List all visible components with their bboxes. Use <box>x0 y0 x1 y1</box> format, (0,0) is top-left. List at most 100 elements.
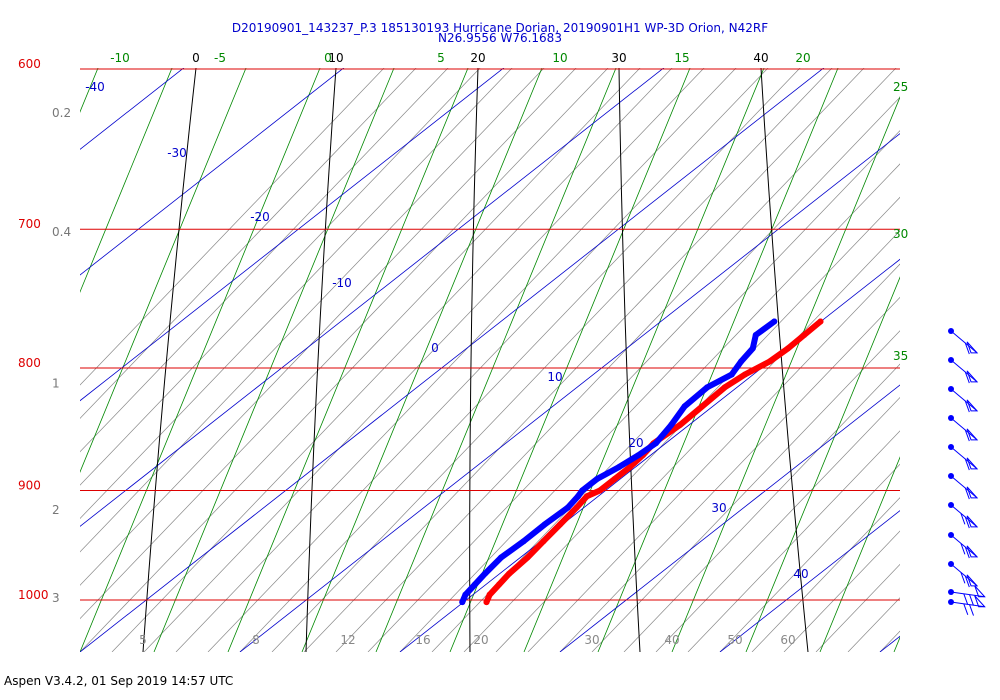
wind-barb-staff <box>950 330 978 354</box>
wind-barb-feather <box>964 546 970 559</box>
wind-barb-staff <box>950 504 978 528</box>
dewpoint-point <box>728 371 735 378</box>
moist-adiabat-label: 15 <box>674 51 689 65</box>
mixing-ratio-line <box>618 68 641 652</box>
wind-barb-staff <box>950 359 978 383</box>
mixing-ratio-label: 0.4 <box>52 225 71 239</box>
temperature-point <box>573 504 580 511</box>
temperature-point <box>784 345 791 352</box>
dewpoint-point <box>497 554 504 561</box>
wind-barb-staff <box>950 601 985 608</box>
wind-barb-feather <box>964 487 970 500</box>
dry-adiabat-line <box>783 530 900 652</box>
dry-adiabat-line <box>143 68 705 652</box>
dry-adiabat-line <box>80 68 385 386</box>
wind-barb-feather <box>960 513 966 525</box>
bottom-axis-label: 8 <box>252 633 260 647</box>
wind-barb <box>948 444 979 471</box>
moist-adiabat-line <box>227 68 469 652</box>
wind-barb-staff <box>950 388 978 412</box>
wind-barb-staff <box>950 591 985 598</box>
wind-barb-feather <box>964 458 970 471</box>
dewpoint-point <box>771 318 778 325</box>
dry-adiabat-line <box>239 68 801 652</box>
temperature-point <box>611 475 618 482</box>
mixing-ratio-line <box>142 68 197 652</box>
moist-adiabat-label: 20 <box>795 51 810 65</box>
dry-adiabat-line <box>175 68 737 652</box>
wind-barb-feather <box>964 342 970 355</box>
mixing-ratio-line <box>760 68 809 652</box>
dewpoint-point <box>615 464 622 471</box>
isotherm-line <box>80 68 825 652</box>
chart-title: D20190901_143237_P.3 185130193 Hurricane… <box>232 21 768 35</box>
bottom-axis-label: 12 <box>340 633 355 647</box>
moist-adiabat-line <box>893 636 900 652</box>
dry-adiabat-line <box>80 68 513 520</box>
moist-adiabat-line <box>745 276 900 652</box>
bottom-axis-label: 50 <box>727 633 742 647</box>
dry-adiabat-line <box>271 68 833 652</box>
dry-adiabat-line <box>80 68 417 419</box>
wind-barb-feather <box>964 429 970 442</box>
dry-adiabat-line <box>463 196 900 652</box>
mixing-ratio-top-label: 0 <box>192 51 200 65</box>
bottom-axis-label: 60 <box>780 633 795 647</box>
wind-barb-flag <box>966 515 979 528</box>
dry-adiabat-line <box>847 597 900 652</box>
wind-barb-flag <box>966 399 979 412</box>
temperature-point <box>817 318 824 325</box>
temperature-point <box>741 371 748 378</box>
wind-barb-feather <box>963 603 969 615</box>
dewpoint-point <box>749 345 756 352</box>
dry-adiabat-line <box>80 68 449 453</box>
temperature-point <box>496 581 503 588</box>
wind-barb-flag <box>966 370 979 383</box>
wind-barb-flag <box>966 574 979 587</box>
dewpoint-point <box>752 332 759 339</box>
wind-barb-staff <box>950 563 978 587</box>
isotherm-label: 10 <box>547 370 562 384</box>
isotherm-label: 20 <box>628 436 643 450</box>
dry-adiabat-line <box>527 263 900 652</box>
bottom-axis-label: 16 <box>415 633 430 647</box>
mixing-ratio-top-label: 30 <box>611 51 626 65</box>
chart-subtitle: N26.9556 W76.1683 <box>438 31 562 45</box>
dry-adiabat-line <box>719 463 900 652</box>
wind-barb <box>948 386 979 413</box>
dry-adiabat-line <box>80 68 641 652</box>
moist-adiabat-line <box>153 68 395 652</box>
temperature-point <box>583 493 590 500</box>
dewpoint-point <box>481 570 488 577</box>
isotherm-line <box>879 635 900 652</box>
mixing-ratio-top-label: 20 <box>470 51 485 65</box>
moist-adiabat-line <box>671 96 900 652</box>
moist-adiabat-label: 0 <box>324 51 332 65</box>
dewpoint-point <box>635 452 642 459</box>
dewpoint-profile <box>459 318 778 606</box>
isotherm-line <box>559 384 900 652</box>
temperature-point <box>506 570 513 577</box>
bottom-axis-label: 40 <box>664 633 679 647</box>
dry-adiabat-line <box>207 68 769 652</box>
dry-adiabat-line <box>80 68 577 586</box>
moist-adiabat-line <box>80 68 99 113</box>
dewpoint-point <box>520 538 527 545</box>
temperature-point <box>540 538 547 545</box>
dry-adiabat-line <box>335 68 897 652</box>
wind-barb-feather <box>963 593 969 605</box>
wind-barb-staff <box>950 446 978 470</box>
isotherm-line <box>0 8 100 652</box>
wind-barb-flag <box>974 595 986 608</box>
dry-adiabat-line <box>559 296 900 652</box>
dry-adiabat-line <box>80 68 609 620</box>
pressure-label: 700 <box>18 217 41 231</box>
isotherm-line <box>80 68 185 150</box>
dry-adiabat-line <box>111 68 673 652</box>
wind-barb <box>948 585 986 606</box>
wind-barb <box>948 595 986 616</box>
temperature-point <box>677 421 684 428</box>
moist-adiabat-line <box>968 68 1000 652</box>
isotherm-line <box>239 133 900 652</box>
temperature-point <box>721 384 728 391</box>
